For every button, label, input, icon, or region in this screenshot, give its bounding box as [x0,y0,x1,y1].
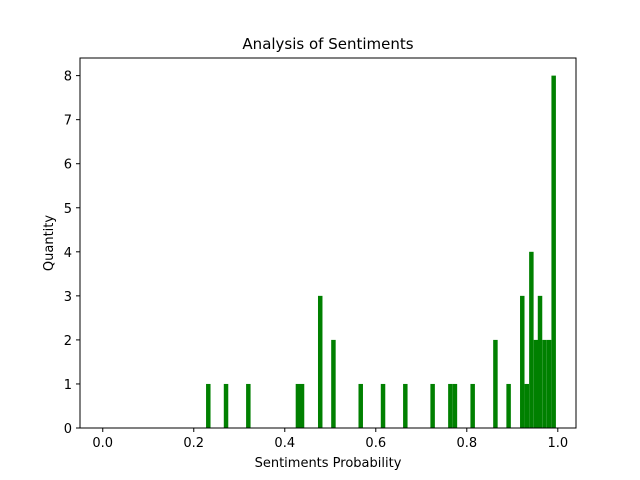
x-tick-label: 0.4 [274,436,295,451]
y-tick-label: 0 [64,422,72,437]
y-tick-label: 2 [64,334,72,349]
y-axis-label: Quantity [42,215,57,271]
x-axis-label: Sentiments Probability [255,456,402,471]
chart-title: Analysis of Sentiments [242,35,413,53]
histogram-bar [403,383,408,428]
y-tick-label: 6 [64,158,72,173]
x-tick-label: 1.0 [547,436,568,451]
histogram-bar [331,339,336,428]
histogram-bar [295,383,301,428]
histogram-bar [299,383,305,428]
y-tick-label: 5 [64,202,72,217]
histogram-bar [470,383,475,428]
histogram-bar [546,339,552,428]
histogram-bar [520,295,525,428]
histogram-bar [533,339,539,428]
x-axis-ticks: 0.0 0.2 0.4 0.6 0.8 1.0 [92,428,568,451]
bars-group [206,75,556,429]
plot-frame [79,57,577,429]
histogram-bar [542,339,547,428]
y-tick-label: 4 [64,246,72,261]
histogram-bar [223,383,229,428]
histogram-bar [529,251,534,428]
x-tick-label: 0.8 [456,436,477,451]
x-tick-label: 0.6 [365,436,386,451]
y-tick-label: 7 [64,114,72,129]
histogram-bar [380,383,386,428]
x-tick-label: 0.2 [183,436,204,451]
y-tick-label: 3 [64,290,72,305]
x-tick-label: 0.0 [92,436,113,451]
histogram-bar [506,383,511,428]
histogram-bar [524,383,530,428]
histogram-bar [452,383,458,428]
histogram-bar [430,383,435,428]
histogram-bar [448,383,453,428]
y-axis-ticks: 0 1 2 3 4 5 6 7 8 [64,70,80,437]
y-tick-label: 1 [64,378,72,393]
histogram-bar [551,75,556,429]
histogram-bar [246,383,251,428]
histogram-bar [317,295,323,428]
histogram-bar [493,339,498,428]
histogram-bar [358,383,363,428]
histogram-bar [206,383,211,428]
histogram-bar [537,295,543,428]
y-tick-label: 8 [64,70,72,85]
